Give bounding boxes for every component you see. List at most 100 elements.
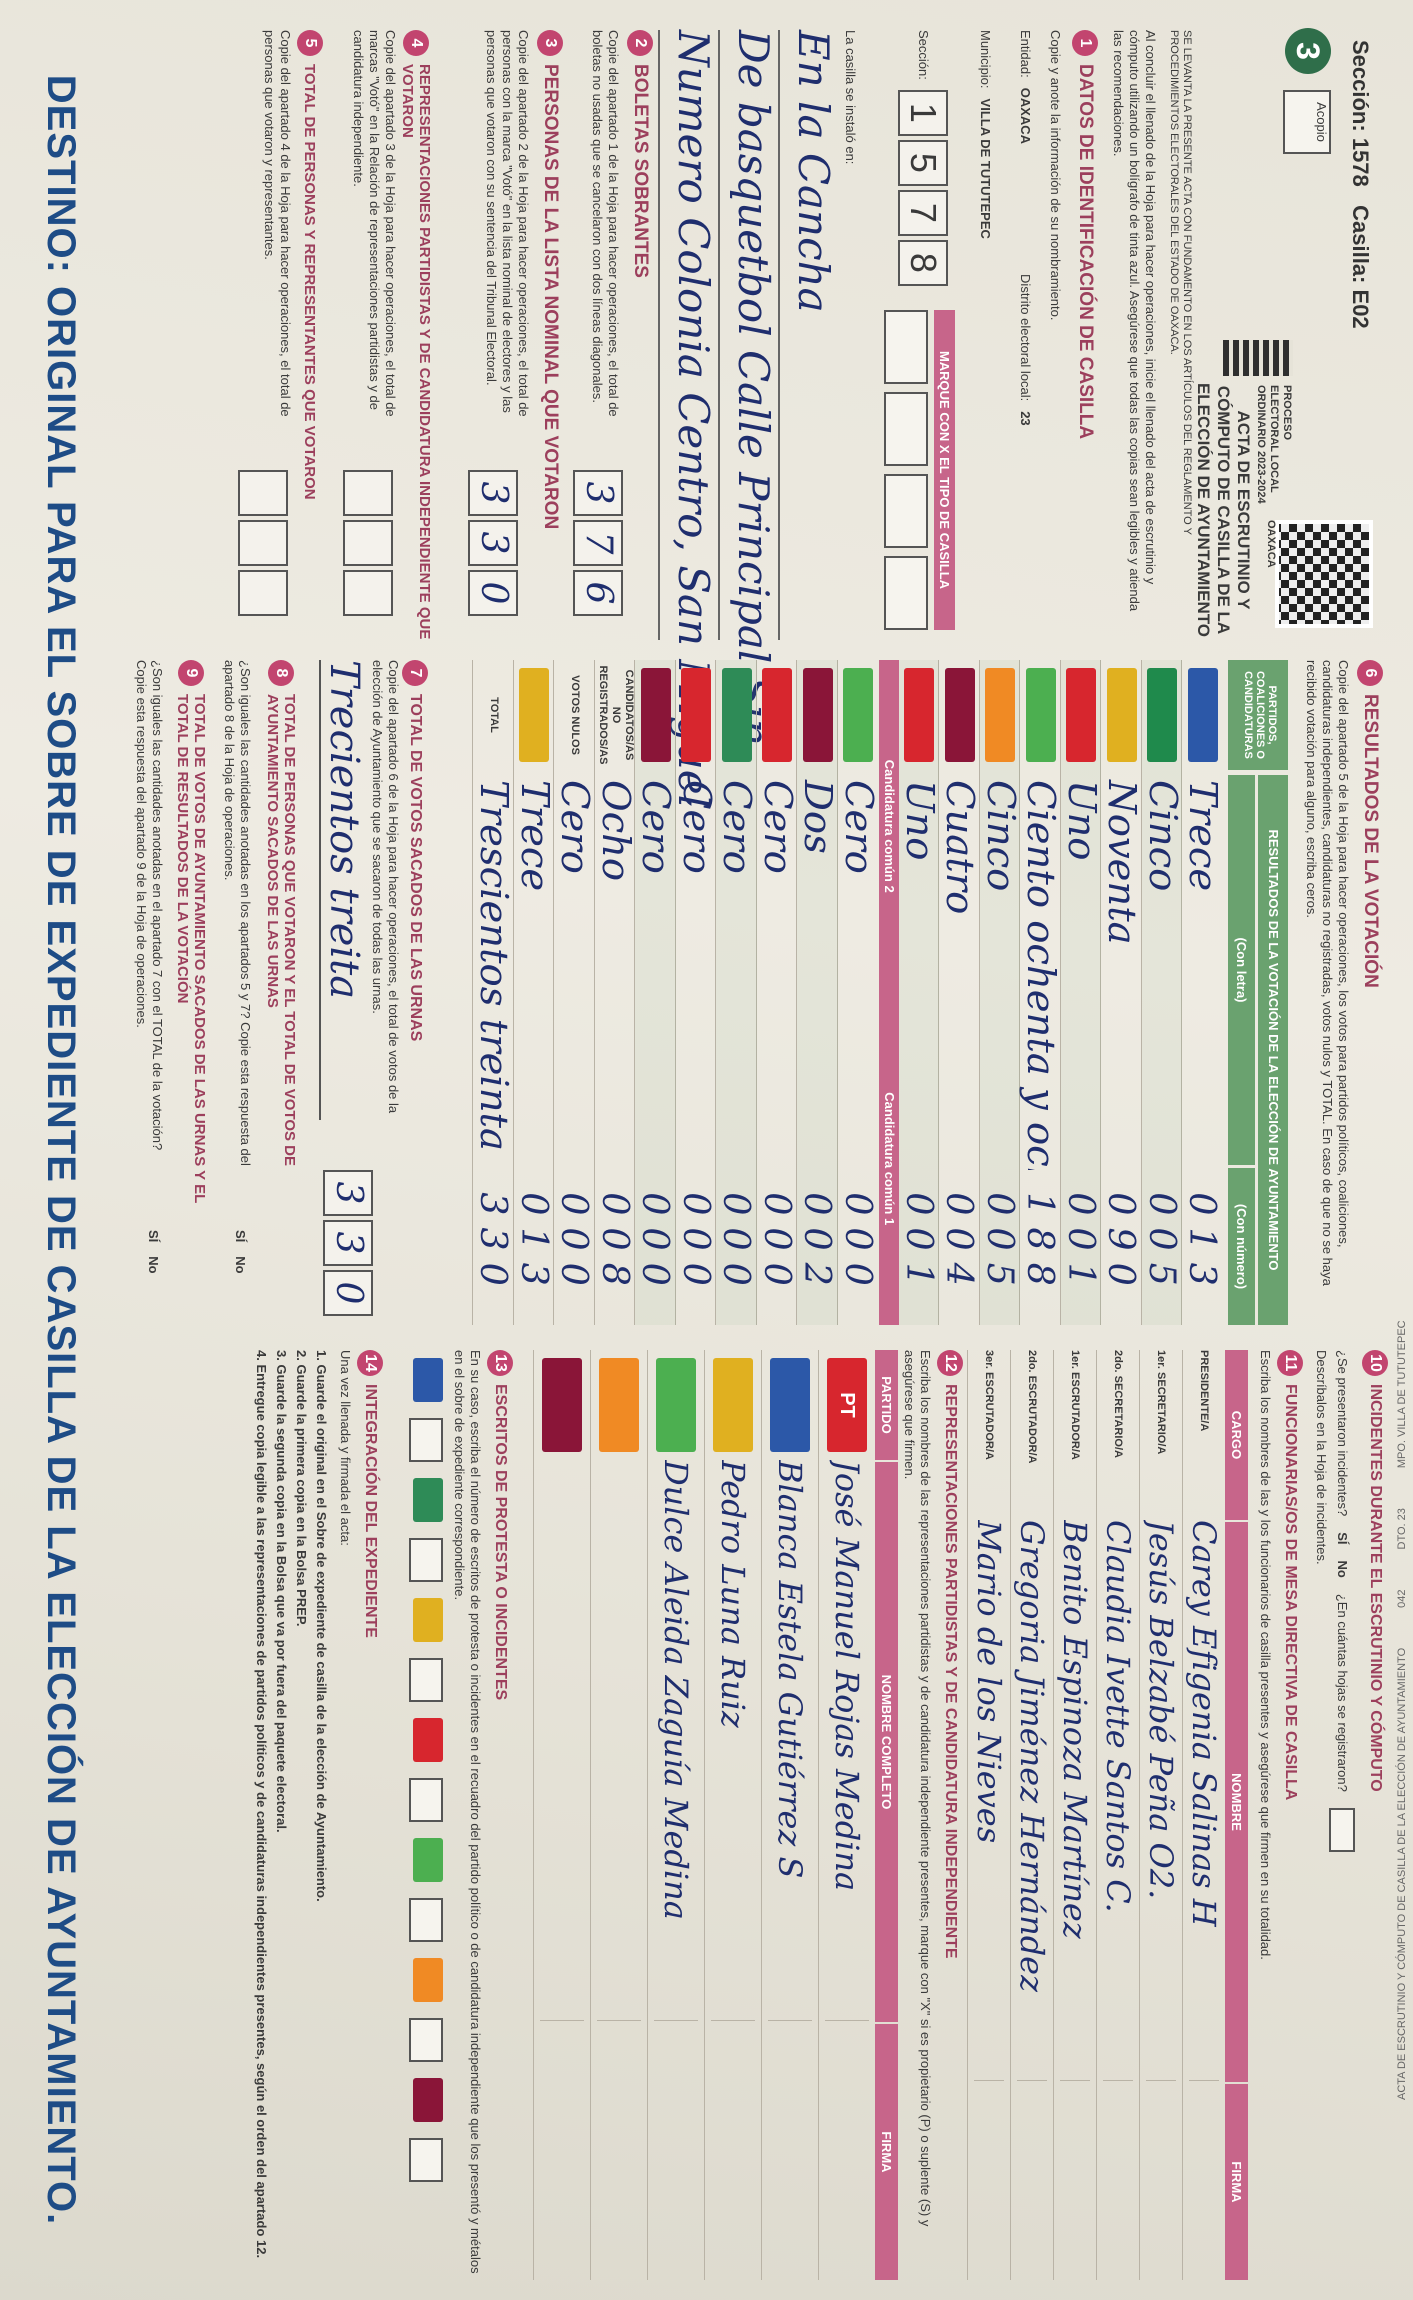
section-title: TOTAL DE VOTOS SACADOS DE LAS URNAS	[407, 694, 424, 1042]
reps-table: PARTIDO NOMBRE COMPLETO FIRMA PT José Manuel…	[533, 1350, 898, 2280]
label: Sección:	[916, 30, 931, 80]
steps: 1. Guarde el original en el Sobre de exp…	[253, 1350, 333, 2280]
official-row: PRESIDENTE/A Carey Efigenia Salinas H	[1182, 1350, 1225, 2280]
party-logo	[721, 668, 752, 762]
question: ¿Son iguales las cantidades anotadas en …	[134, 660, 165, 1151]
box	[409, 1418, 443, 1462]
column-header: NOMBRE COMPLETO	[875, 1462, 898, 2022]
process: PROCESO ELECTORAL LOCAL ORDINARIO 2023-2…	[1255, 385, 1293, 504]
section-title: DATOS DE IDENTIFICACIÓN DE CASILLA	[1075, 64, 1096, 440]
section-title: INTEGRACIÓN DEL EXPEDIENTE	[362, 1384, 379, 1638]
votes-number: 000	[553, 1192, 597, 1298]
party-logo	[413, 1358, 443, 1402]
question: ¿Se presentaron incidentes?	[1335, 1350, 1350, 1517]
rep-row	[590, 1350, 647, 2280]
signature	[1146, 2080, 1176, 2277]
municipality-line: Municipio: VILLA DE TUTUTEPEC	[977, 30, 993, 239]
party-logo	[1066, 668, 1097, 762]
section-heading: 2 BOLETAS SOBRANTES	[627, 30, 653, 278]
yes: SÍ	[1335, 1532, 1350, 1545]
rep-row	[533, 1350, 590, 2280]
section-heading: 1 DATOS DE IDENTIFICACIÓN DE CASILLA	[1072, 30, 1098, 439]
official-row: 3er. ESCRUTADOR/A Mario de los Nieves	[967, 1350, 1010, 2280]
section-heading: 14 INTEGRACIÓN DEL EXPEDIENTE	[357, 1350, 383, 1638]
party-logo	[1187, 668, 1218, 762]
box	[409, 2138, 443, 2182]
entity: OAXACA	[1265, 520, 1277, 568]
name: Mario de los Nieves	[970, 1520, 1008, 1844]
qr-code	[1275, 520, 1373, 628]
digit: 3	[468, 520, 518, 566]
rep-row: Dulce Aleida Zaguía Medina	[647, 1350, 704, 2280]
party-logo	[802, 668, 833, 762]
instruction: Copie del apartado 4 de la Hoja para hac…	[262, 30, 293, 417]
result-row: Cero 000	[714, 660, 759, 1325]
section-heading: 5 TOTAL DE PERSONAS Y REPRESENTANTES QUE …	[297, 30, 323, 640]
entity-line: Entidad: OAXACA Distrito electoral local:…	[1017, 30, 1033, 630]
signature	[654, 2020, 698, 2277]
no: No	[146, 1256, 161, 1274]
digit: 5	[898, 139, 948, 186]
title: ACTA DE ESCRUTINIO Y CÓMPUTO DE CASILLA …	[1194, 382, 1253, 638]
votes-number: 330	[472, 1192, 516, 1298]
digit: 0	[323, 1270, 373, 1316]
section-number: 10	[1362, 1350, 1388, 1376]
votes-number: 000	[674, 1192, 718, 1298]
votes-number: 090	[1100, 1192, 1144, 1298]
column-header: (Con número)	[1228, 1168, 1255, 1325]
party-logo	[542, 1358, 582, 1452]
officials-table: CARGO NOMBRE FIRMA PRESIDENTE/A Carey Efigen…	[967, 1350, 1248, 2280]
copy-number: 3	[1285, 28, 1331, 74]
votes-number: 005	[1140, 1192, 1184, 1298]
votes-word: Cero	[633, 780, 679, 874]
section-number: 3	[537, 30, 563, 56]
instruction: Copie del apartado 6 de la Hoja para hac…	[370, 660, 401, 1114]
votes-number: 001	[897, 1192, 941, 1298]
votes-word: Uno	[1058, 780, 1104, 861]
type-boxes	[884, 310, 928, 630]
section-title: TOTAL DE PERSONAS QUE VOTARON Y EL TOTAL…	[264, 694, 298, 1167]
instruction: Escriba los nombres de las y los funcion…	[1258, 1350, 1273, 1960]
official-row: 1er. ESCRUTADOR/A Benito Espinoza Martíne…	[1053, 1350, 1096, 2280]
yes: SÍ	[233, 1230, 248, 1243]
section-number: 12	[937, 1350, 963, 1376]
votes-word: Cero	[673, 780, 719, 874]
signature	[974, 2080, 1004, 2277]
section-heading: 10 INCIDENTES DURANTE EL ESCRUTINIO Y CÓM…	[1362, 1350, 1388, 1792]
yes: SÍ	[146, 1230, 161, 1243]
section-number: 6	[1357, 660, 1383, 686]
digit-boxes	[238, 470, 288, 616]
result-row: Cero 000	[836, 660, 881, 1325]
party-logo	[770, 1358, 810, 1452]
section-title: ESCRITOS DE PROTESTA O INCIDENTES	[492, 1384, 509, 1701]
section-title: TOTAL DE PERSONAS Y REPRESENTANTES QUE V…	[301, 64, 319, 500]
column-header: FIRMA	[875, 2024, 898, 2280]
box	[409, 1778, 443, 1822]
votes-word: Noventa	[1099, 780, 1145, 945]
role: 1er. ESCRUTADOR/A	[1069, 1350, 1082, 1460]
checkbox	[884, 310, 928, 384]
result-row: Cuatro 004	[937, 660, 982, 1325]
section-heading: 8 TOTAL DE PERSONAS QUE VOTARON Y EL TOTA…	[264, 660, 298, 1220]
intro: SE LEVANTA LA PRESENTE ACTA CON FUNDAMEN…	[1168, 30, 1193, 535]
section-heading: 3 PERSONAS DE LA LISTA NOMINAL QUE VOTARO…	[537, 30, 563, 529]
value: VILLA DE TUTUTEPEC	[978, 98, 993, 239]
box	[409, 2018, 443, 2062]
box	[1329, 1807, 1355, 1852]
header-row: CARGO NOMBRE FIRMA	[1225, 1350, 1248, 2280]
votes-number: 005	[978, 1192, 1022, 1298]
rep-row: Pedro Luna Ruiz	[704, 1350, 761, 2280]
stub-title: ACTA DE ESCRUTINIO Y CÓMPUTO DE CASILLA …	[1396, 1647, 1408, 2100]
votes-word: Dos	[795, 780, 841, 854]
value: E02	[1348, 289, 1373, 329]
name: Carey Efigenia Salinas H	[1185, 1520, 1223, 1927]
label: Municipio:	[978, 30, 993, 89]
party-logo	[681, 668, 712, 762]
votes-word: Trece	[1180, 780, 1226, 892]
step: 3. Guarde la segunda copia en la Bolsa q…	[274, 1350, 289, 1833]
result-row: Trece 013	[1180, 660, 1226, 1325]
value: 23	[1018, 411, 1033, 426]
party-logo	[762, 668, 793, 762]
name: Pedro Luna Ruiz	[714, 1460, 752, 1728]
